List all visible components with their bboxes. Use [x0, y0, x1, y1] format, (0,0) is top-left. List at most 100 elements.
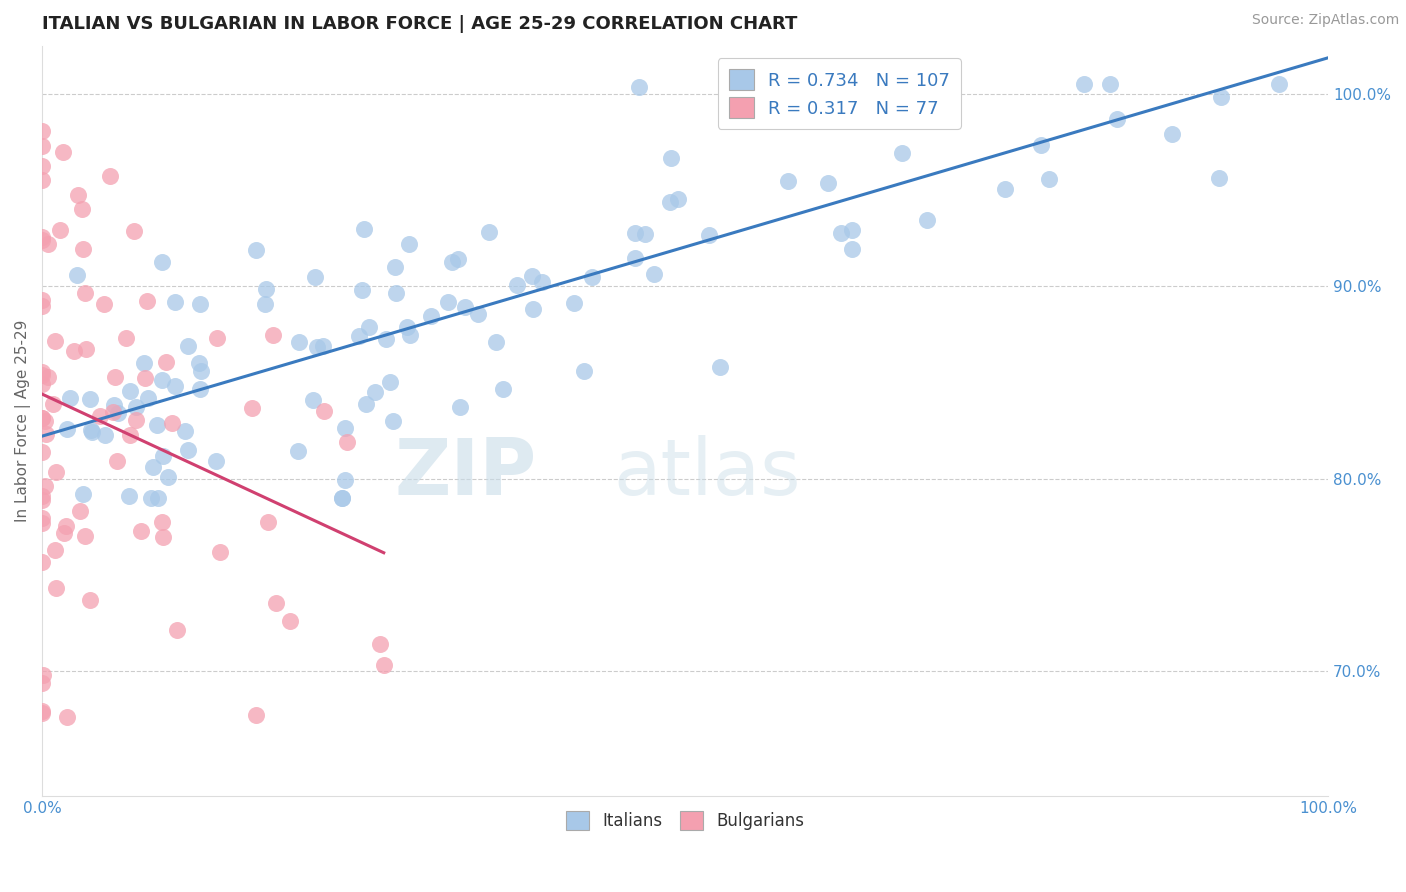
Text: atlas: atlas: [613, 435, 801, 511]
Point: [336, 434, 359, 449]
Point: [333, 421, 356, 435]
Point: [562, 296, 585, 310]
Point: [105, 454, 128, 468]
Point: [378, 376, 401, 390]
Point: [31, 444, 53, 458]
Point: [520, 269, 543, 284]
Point: [139, 491, 162, 505]
Point: [917, 213, 939, 227]
Point: [830, 226, 852, 240]
Point: [59, 392, 82, 406]
Point: [125, 413, 148, 427]
Point: [146, 417, 169, 432]
Point: [440, 255, 463, 269]
Point: [134, 356, 156, 370]
Point: [118, 489, 141, 503]
Point: [31, 511, 53, 525]
Point: [31, 706, 53, 721]
Point: [34, 414, 56, 428]
Y-axis label: In Labor Force | Age 25-29: In Labor Force | Age 25-29: [15, 319, 31, 522]
Point: [79, 392, 101, 406]
Point: [333, 473, 356, 487]
Point: [398, 236, 420, 251]
Point: [204, 453, 226, 467]
Point: [174, 424, 197, 438]
Point: [1038, 172, 1060, 186]
Point: [103, 369, 125, 384]
Point: [373, 658, 395, 673]
Point: [136, 391, 159, 405]
Point: [103, 398, 125, 412]
Point: [330, 491, 353, 505]
Point: [31, 293, 53, 307]
Point: [72, 242, 94, 256]
Point: [1208, 171, 1230, 186]
Point: [136, 294, 159, 309]
Point: [188, 356, 211, 370]
Point: [31, 123, 53, 137]
Point: [312, 339, 335, 353]
Point: [134, 371, 156, 385]
Point: [176, 443, 198, 458]
Point: [350, 283, 373, 297]
Point: [31, 368, 53, 383]
Point: [891, 145, 914, 160]
Point: [118, 384, 141, 398]
Point: [129, 524, 152, 539]
Point: [75, 286, 97, 301]
Point: [31, 675, 53, 690]
Point: [163, 379, 186, 393]
Point: [634, 227, 657, 241]
Point: [266, 596, 288, 610]
Point: [245, 243, 267, 257]
Point: [49, 223, 72, 237]
Point: [467, 307, 489, 321]
Point: [256, 515, 278, 529]
Point: [817, 177, 839, 191]
Point: [302, 393, 325, 408]
Point: [506, 277, 529, 292]
Legend: Italians, Bulgarians: Italians, Bulgarians: [560, 804, 811, 837]
Point: [42, 397, 65, 411]
Point: [122, 224, 145, 238]
Point: [70, 202, 93, 217]
Point: [624, 226, 647, 240]
Point: [44, 543, 66, 558]
Point: [581, 270, 603, 285]
Point: [35, 426, 58, 441]
Point: [1099, 77, 1122, 91]
Point: [160, 416, 183, 430]
Point: [120, 428, 142, 442]
Point: [142, 459, 165, 474]
Point: [666, 192, 689, 206]
Point: [32, 668, 55, 682]
Point: [150, 373, 173, 387]
Point: [477, 225, 499, 239]
Point: [384, 285, 406, 300]
Point: [994, 182, 1017, 196]
Point: [718, 106, 741, 120]
Point: [63, 344, 86, 359]
Point: [150, 254, 173, 268]
Point: [31, 411, 53, 425]
Point: [52, 145, 75, 160]
Point: [778, 174, 800, 188]
Point: [31, 159, 53, 173]
Point: [80, 423, 103, 437]
Text: ZIP: ZIP: [395, 435, 537, 511]
Point: [31, 411, 53, 425]
Point: [349, 329, 371, 343]
Point: [146, 491, 169, 505]
Point: [157, 470, 180, 484]
Point: [31, 704, 53, 718]
Point: [80, 425, 103, 439]
Point: [841, 242, 863, 256]
Point: [262, 328, 284, 343]
Point: [44, 334, 66, 348]
Point: [177, 339, 200, 353]
Point: [89, 409, 111, 423]
Point: [31, 233, 53, 247]
Point: [152, 530, 174, 544]
Point: [31, 376, 53, 391]
Point: [364, 384, 387, 399]
